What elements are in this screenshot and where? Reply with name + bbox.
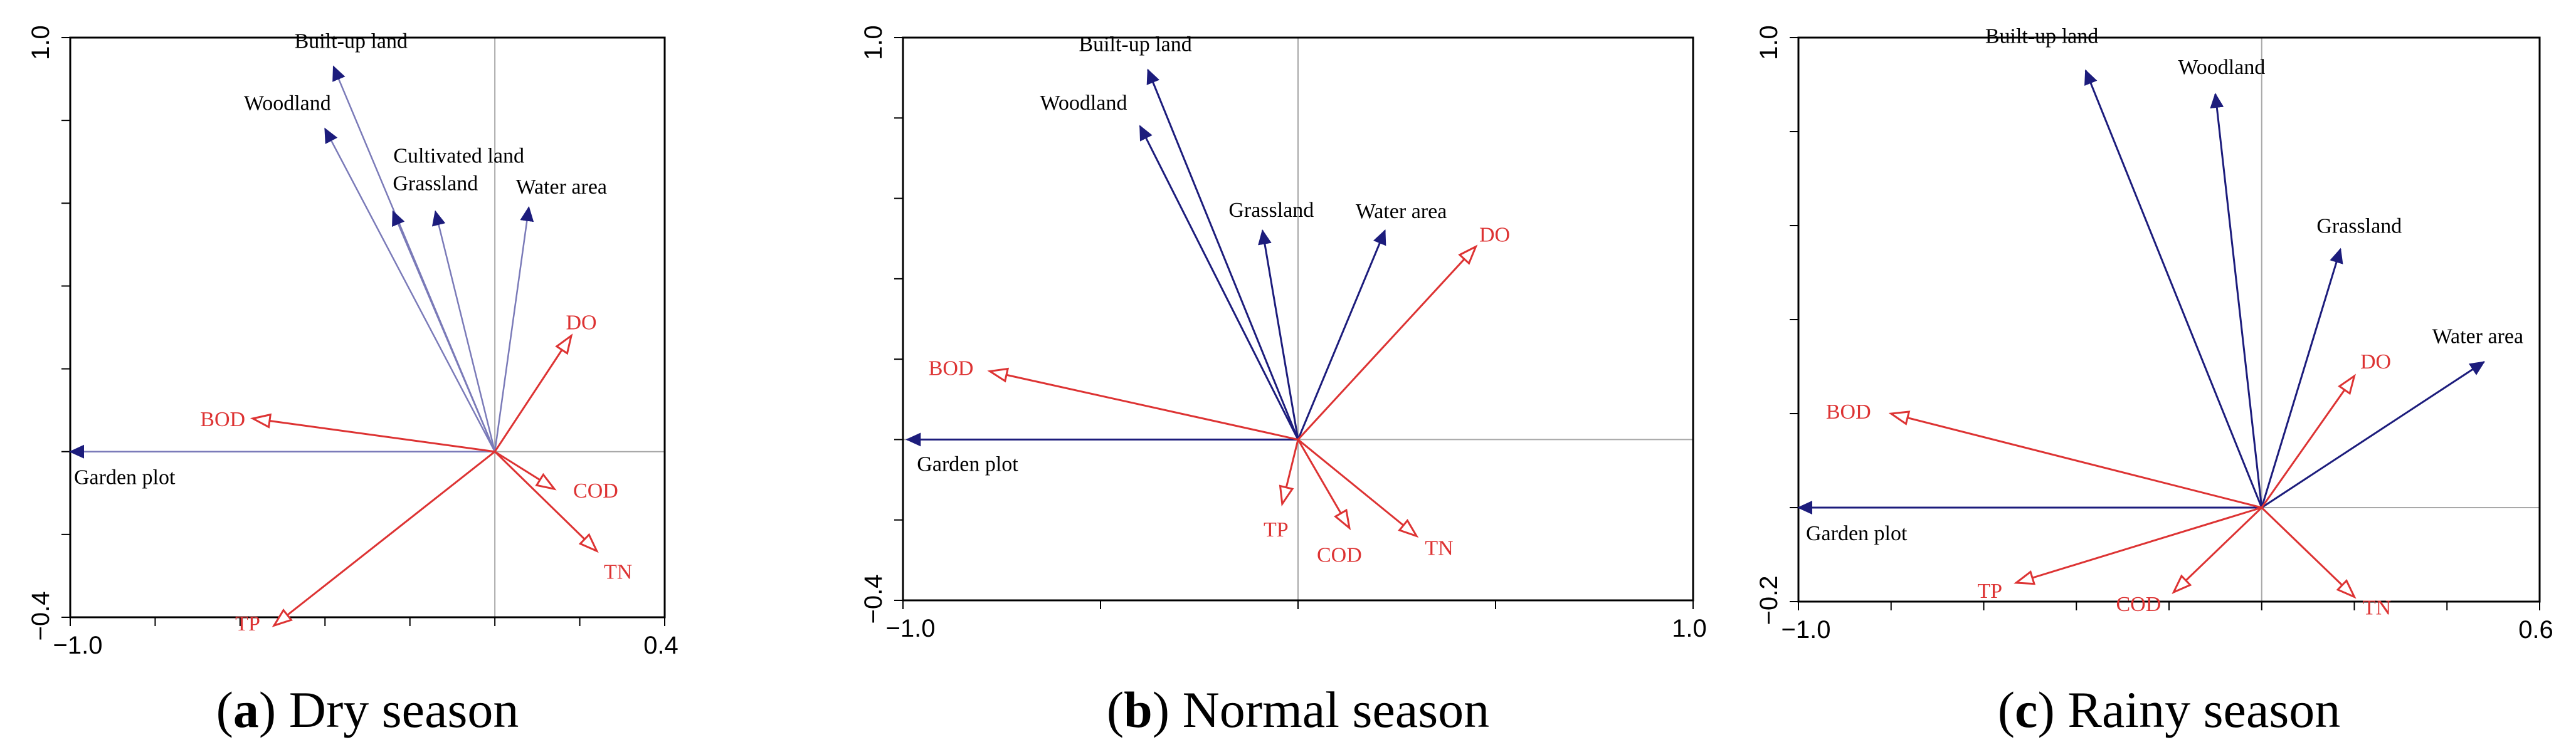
- panel-b-label-water-area: Water area: [1356, 200, 1447, 223]
- panel-c-label-grassland: Grassland: [2316, 215, 2402, 238]
- panel-a-arrow-cod: [494, 451, 554, 489]
- panel-b-label-cod: COD: [1317, 544, 1362, 567]
- panel-a-vectors: Built-up land Woodland Cultivated land Gras…: [69, 29, 632, 635]
- panel-b-y-min-label: −0.4: [860, 575, 887, 624]
- panel-a-label-tp: TP: [235, 612, 260, 635]
- panel-a-label-tn: TN: [604, 560, 632, 583]
- panel-b-label-tp: TP: [1264, 518, 1289, 541]
- panel-c-ticks: [1790, 37, 2540, 610]
- panel-b-arrow-woodland: [1139, 125, 1299, 441]
- panel-c-caption-letter: c: [2015, 681, 2037, 738]
- panel-b-ticks: [894, 37, 1694, 609]
- panel-c-arrow-woodland: [2210, 93, 2263, 508]
- panel-c-caption-close-paren: ): [2037, 681, 2067, 738]
- panel-c-caption-text: Rainy season: [2067, 681, 2340, 738]
- panel-b-arrow-cod: [1297, 439, 1349, 528]
- panel-c-y-max-label: 1.0: [1755, 25, 1783, 60]
- panel-c-label-water-area: Water area: [2432, 325, 2523, 348]
- panel-b-caption-letter: b: [1124, 681, 1153, 738]
- panel-a-label-cod: COD: [573, 479, 618, 503]
- panel-a-arrow-water-area: [494, 206, 534, 452]
- panel-a-arrow-bod: [253, 419, 495, 453]
- panel-c-arrow-built-up-land: [2084, 69, 2263, 508]
- panel-c-arrow-tp: [2016, 506, 2262, 583]
- panel-b-x-min-label: −1.0: [886, 615, 936, 642]
- panel-c-label-tn: TN: [2363, 597, 2391, 620]
- panel-a-caption-text: Dry season: [289, 681, 519, 738]
- panel-b-label-built-up-land: Built-up land: [1079, 33, 1191, 56]
- panel-c-arrow-grassland: [2261, 248, 2343, 508]
- panel-b-label-do: DO: [1479, 224, 1510, 247]
- panel-a-label-bod: BOD: [200, 408, 245, 431]
- panel-c: −1.0 0.6 −0.2 1.0 Built-up land Woodland G…: [1755, 25, 2553, 739]
- panel-b: −1.0 1.0 −0.4 1.0 Built-up land Woodland G…: [860, 25, 1707, 738]
- panel-b-label-woodland: Woodland: [1040, 91, 1127, 115]
- panel-a-arrow-do: [494, 336, 571, 452]
- panel-a-caption-letter: a: [233, 681, 259, 738]
- panel-a-label-woodland: Woodland: [244, 91, 331, 115]
- panel-c-label-tp: TP: [1977, 580, 2002, 603]
- panel-c-x-max-label: 0.6: [2518, 616, 2553, 644]
- panel-c-label-built-up-land: Built-up land: [1985, 25, 2098, 48]
- panel-b-caption-text: Normal season: [1183, 681, 1490, 738]
- panel-b-arrow-bod: [990, 371, 1299, 441]
- panel-c-arrow-cod: [2173, 506, 2262, 592]
- panel-a-arrow-tn: [494, 451, 597, 551]
- panel-b-arrow-tn: [1297, 439, 1417, 536]
- panel-a-label-built-up-land: Built-up land: [295, 29, 408, 53]
- panel-a-y-max-label: 1.0: [27, 25, 55, 60]
- panel-c-arrow-do: [2261, 376, 2355, 508]
- panel-b-label-grassland: Grassland: [1228, 199, 1314, 222]
- panel-a-label-grassland: Grassland: [393, 172, 478, 196]
- panel-c-label-garden-plot: Garden plot: [1806, 522, 1908, 545]
- panel-a-arrow-cultivated-land: [392, 210, 496, 452]
- panel-b-label-tn: TN: [1425, 536, 1453, 560]
- panel-b-arrow-do: [1297, 247, 1476, 441]
- panel-b-arrow-grassland: [1258, 229, 1299, 440]
- panel-a-label-do: DO: [566, 311, 596, 335]
- panel-b-arrow-tp: [1282, 439, 1299, 504]
- panel-b-arrow-water-area: [1297, 229, 1386, 441]
- panel-b-arrow-built-up-land: [1146, 68, 1299, 440]
- panel-c-label-bod: BOD: [1826, 400, 1871, 424]
- panel-c-vectors: Built-up land Woodland Grassland Water area…: [1797, 25, 2523, 620]
- panel-b-label-garden-plot: Garden plot: [917, 452, 1018, 476]
- panel-c-caption-open-paren: (: [1998, 681, 2015, 738]
- panel-a-caption-close-paren: ): [259, 681, 289, 738]
- panel-b-x-max-label: 1.0: [1672, 615, 1707, 642]
- panel-a-caption: (a) Dry season: [216, 681, 519, 738]
- panel-c-arrow-water-area: [2261, 361, 2486, 509]
- panel-a-x-max-label: 0.4: [643, 632, 678, 659]
- panel-a-label-garden-plot: Garden plot: [74, 466, 176, 489]
- panel-a-frame: [69, 36, 666, 619]
- panel-b-caption-close-paren: ): [1153, 681, 1183, 738]
- panel-c-label-woodland: Woodland: [2178, 56, 2265, 79]
- panel-c-x-min-label: −1.0: [1782, 616, 1831, 644]
- panel-c-caption: (c) Rainy season: [1998, 681, 2341, 738]
- panel-b-vectors: Built-up land Woodland Grassland Water area…: [905, 33, 1510, 567]
- panel-a-x-min-label: −1.0: [53, 632, 103, 659]
- panel-b-caption: (b) Normal season: [1107, 681, 1489, 738]
- panel-a-label-cultivated-land: Cultivated land: [393, 145, 524, 168]
- panel-c-frame: [1797, 36, 2541, 603]
- panel-a-arrow-woodland: [324, 127, 496, 452]
- panel-a-label-water-area: Water area: [516, 175, 607, 199]
- panel-c-y-min-label: −0.2: [1755, 576, 1783, 625]
- panel-c-label-do: DO: [2360, 350, 2391, 373]
- panel-a-arrow-tp: [274, 451, 496, 626]
- panel-b-label-bod: BOD: [929, 357, 974, 380]
- panel-c-arrow-bod: [1891, 414, 2262, 509]
- panel-a: −1.0 0.4 −0.4 1.0 Built-up land Woodland C…: [27, 25, 678, 738]
- panel-b-caption-open-paren: (: [1107, 681, 1124, 738]
- panel-a-caption-open-paren: (: [216, 681, 233, 738]
- panel-a-arrow-grassland: [431, 210, 496, 452]
- panel-c-arrow-tn: [2261, 506, 2355, 597]
- panel-c-label-cod: COD: [2116, 593, 2161, 616]
- panel-a-y-min-label: −0.4: [27, 592, 55, 641]
- panel-b-y-max-label: 1.0: [860, 25, 887, 60]
- panel-a-ticks: [61, 37, 665, 626]
